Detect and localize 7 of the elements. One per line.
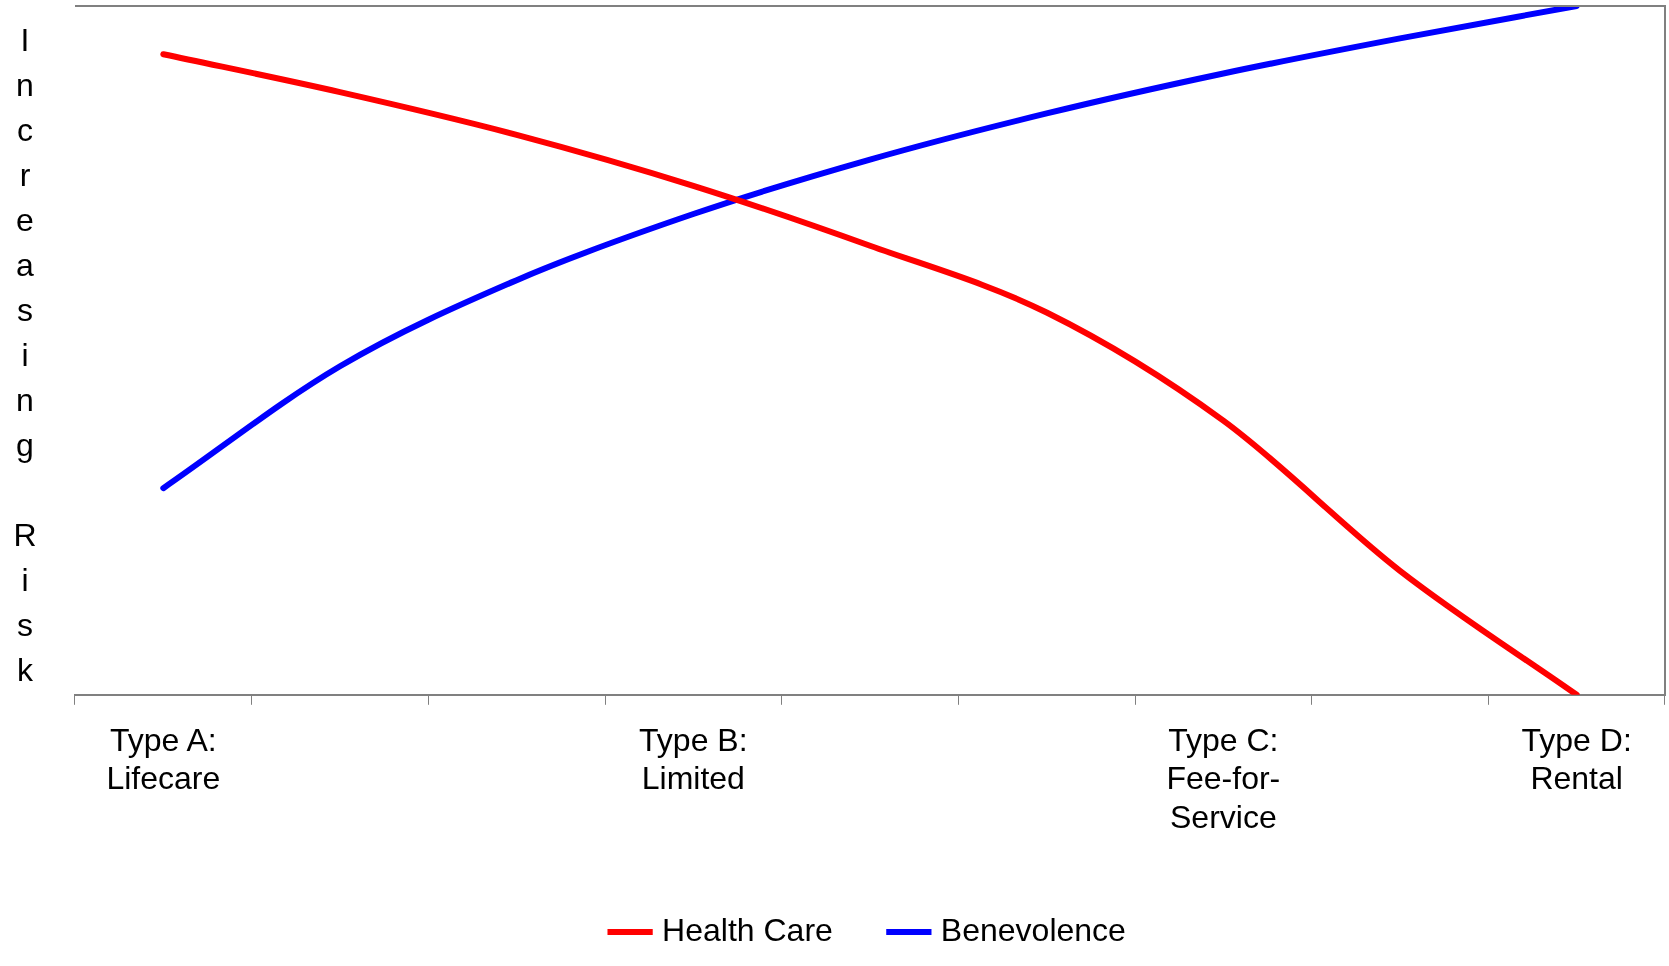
legend-label: Benevolence — [940, 911, 1126, 948]
x-tick-label: Type D: Rental — [1521, 721, 1632, 797]
x-tick-label: Type C: Fee-for-Service — [1166, 721, 1281, 835]
text: Increasing Risk — [13, 22, 37, 688]
x-tick-label: Type B: Limited — [639, 721, 748, 797]
x-tick-label: Type A: Lifecare — [106, 721, 221, 797]
legend-label: Health Care — [662, 911, 833, 948]
